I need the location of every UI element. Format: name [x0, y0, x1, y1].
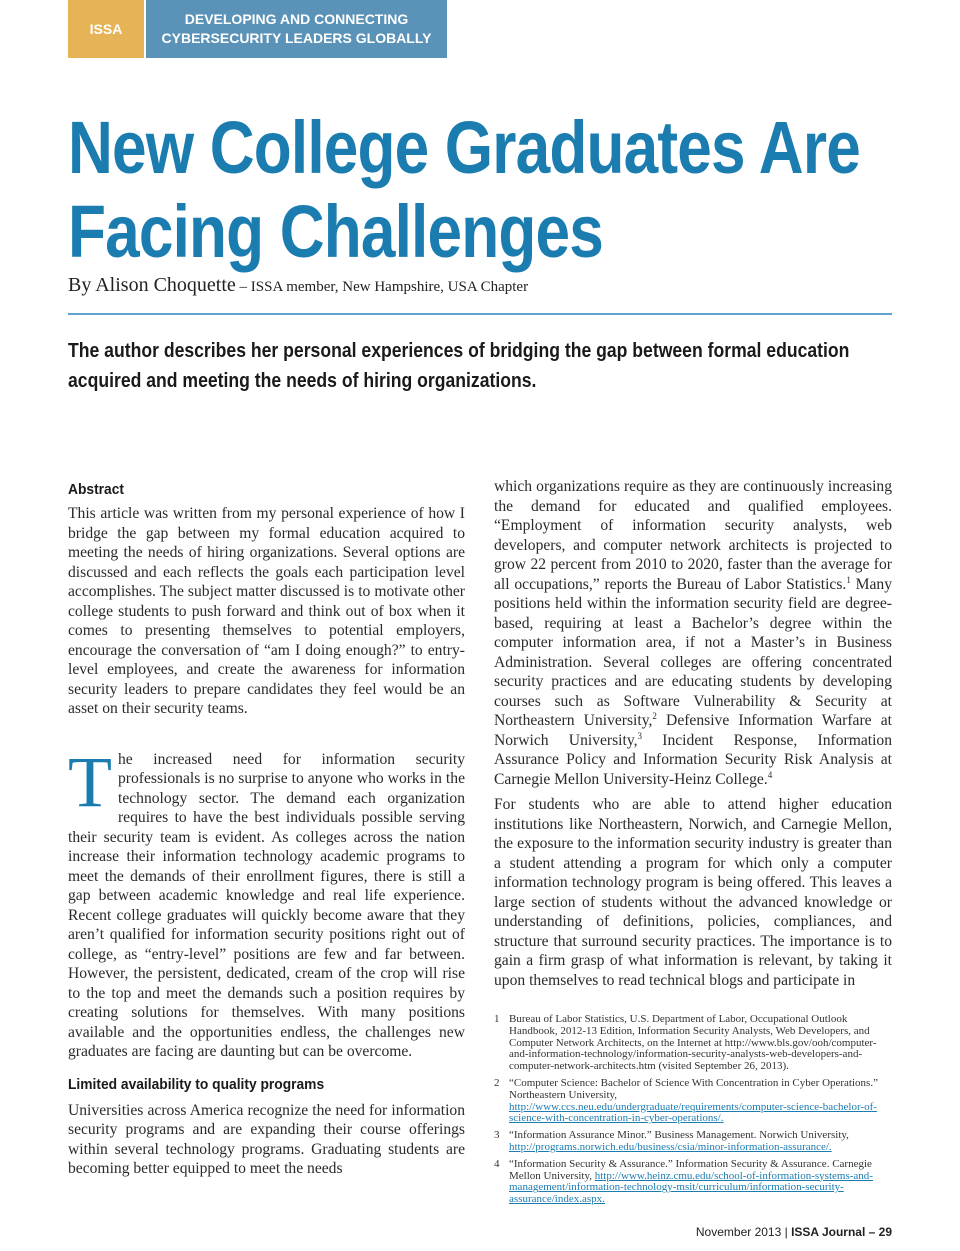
affiliation: – ISSA member, New Hampshire, USA Chapte…: [235, 279, 529, 295]
byline: By Alison Choquette – ISSA member, New H…: [68, 274, 528, 297]
page-footer: November 2013 | ISSA Journal – 29: [68, 1225, 892, 1239]
journal-page: ISSA Journal – 29: [791, 1224, 892, 1239]
footnote-number: 2: [494, 1076, 500, 1089]
footnote-ref[interactable]: 3: [637, 730, 643, 741]
abstract-heading: Abstract: [68, 481, 124, 498]
footnote-text: “Information Security & Assurance.” Info…: [509, 1157, 872, 1182]
body-paragraph: For students who are able to attend high…: [494, 796, 892, 989]
tagline-line-2: CYBERSECURITY LEADERS GLOBALLY: [161, 30, 432, 46]
right-column: which organizations require as they are …: [494, 477, 892, 1211]
text: Many positions held within the informati…: [494, 575, 892, 730]
footnote-text: “Information Assurance Minor.” Business …: [509, 1129, 849, 1142]
footnote-link[interactable]: http://programs.norwich.edu/business/csi…: [509, 1140, 832, 1153]
footnote: 4 “Information Security & Assurance.” Inf…: [494, 1157, 892, 1206]
article-title: New College Graduates Are Facing Challen…: [68, 106, 861, 274]
issue-date: November 2013 |: [695, 1224, 792, 1239]
footnote-number: 1: [494, 1013, 500, 1025]
footnote-ref[interactable]: 4: [767, 769, 773, 780]
header-tagline: DEVELOPING AND CONNECTING CYBERSECURITY …: [146, 0, 447, 58]
section-text: Universities across America recognize th…: [68, 1101, 465, 1178]
footnote-link[interactable]: http://www.ccs.neu.edu/undergraduate/req…: [509, 1100, 877, 1125]
footnotes: 1 Bureau of Labor Statistics, U.S. Depart…: [494, 1013, 892, 1206]
issa-badge: ISSA: [68, 0, 144, 58]
abstract-text: This article was written from my persona…: [68, 505, 465, 717]
footnote-ref[interactable]: 1: [846, 574, 851, 585]
article-body: Abstract This article was written from m…: [68, 477, 892, 1239]
text: Incident Response, Information Assurance…: [494, 731, 892, 788]
deck: The author describes her personal experi…: [68, 340, 850, 392]
title-line-2: Facing Challenges: [68, 190, 604, 273]
tagline-line-1: DEVELOPING AND CONNECTING: [184, 11, 409, 27]
footnote-number: 3: [494, 1129, 500, 1142]
text: which organizations require as they are …: [494, 478, 892, 593]
drop-cap: T: [68, 741, 112, 822]
text: Defensive Information Warfare at Norwich…: [494, 712, 892, 749]
footnote-ref[interactable]: 2: [652, 710, 657, 721]
columns: Abstract This article was written from m…: [68, 477, 892, 1211]
divider: [68, 313, 892, 315]
body-paragraph: which organizations require as they are …: [494, 477, 892, 789]
footnote-text: “Computer Science: Bachelor of Science W…: [509, 1076, 878, 1101]
body-text: he increased need for information securi…: [68, 750, 465, 1061]
section-heading: Limited availability to quality programs: [68, 1075, 325, 1093]
footnote: 3 “Information Assurance Minor.” Business…: [494, 1129, 892, 1154]
footnote-link[interactable]: http://www.heinz.cmu.edu/school-of-infor…: [509, 1169, 873, 1206]
left-column: Abstract This article was written from m…: [68, 477, 465, 1179]
footnote: 1 Bureau of Labor Statistics, U.S. Depart…: [494, 1013, 892, 1073]
footnote: 2 “Computer Science: Bachelor of Science …: [494, 1076, 892, 1125]
author: By Alison Choquette: [68, 274, 236, 296]
footnote-number: 4: [494, 1157, 500, 1170]
footnote-text: Bureau of Labor Statistics, U.S. Departm…: [509, 1013, 877, 1073]
title-line-1: New College Graduates Are: [68, 106, 861, 189]
